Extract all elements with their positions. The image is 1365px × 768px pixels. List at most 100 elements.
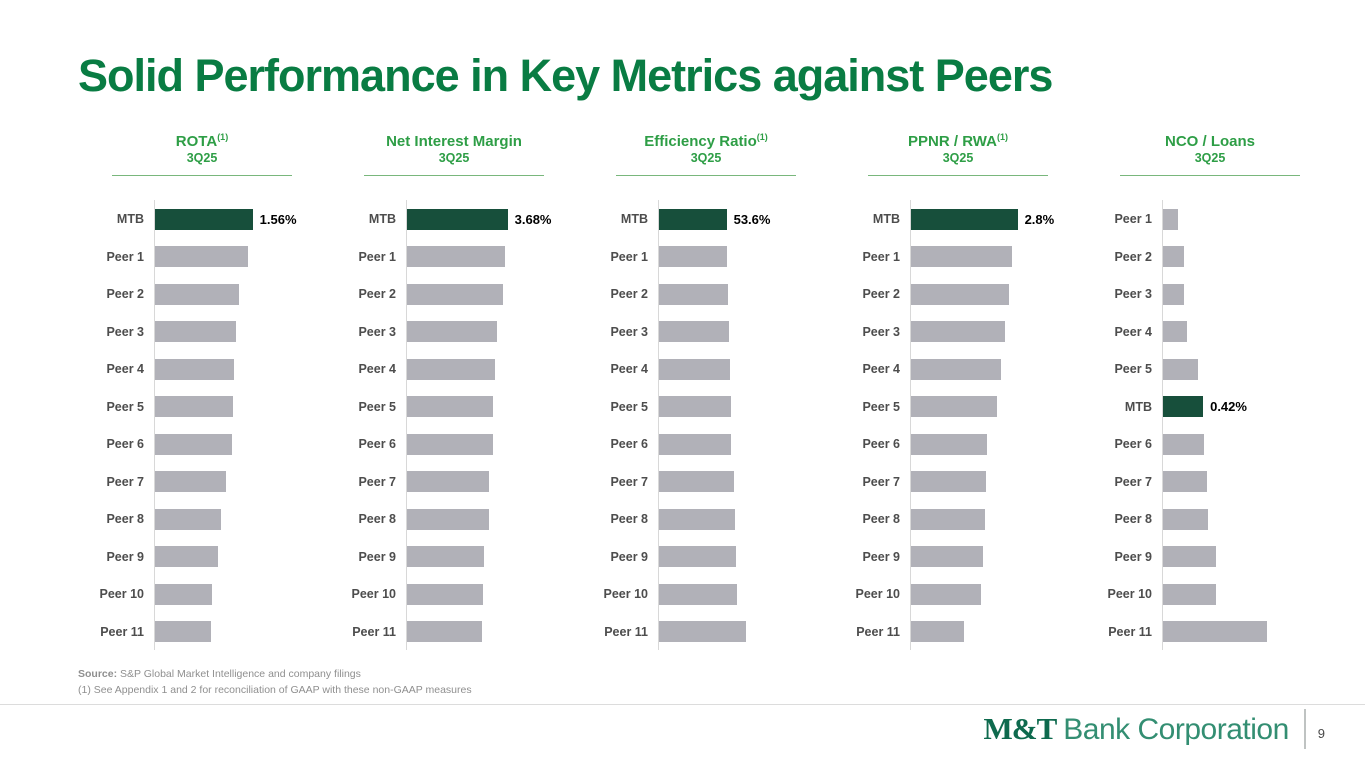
bar-row: Peer 7: [332, 462, 576, 501]
bar-label: Peer 9: [862, 549, 900, 564]
bar-track: [406, 425, 576, 463]
bar-track: [406, 237, 576, 276]
bar-row: Peer 2: [80, 275, 324, 313]
mtb-bar: [155, 208, 253, 230]
bar-track: [910, 275, 1080, 313]
peer-bar: [911, 396, 998, 417]
footnote-source-label: Source:: [78, 668, 118, 680]
bar-track: [658, 612, 828, 651]
peer-bar: [1163, 508, 1208, 530]
bar-label: Peer 2: [610, 287, 648, 301]
bar-track: [1162, 612, 1332, 651]
peer-bar: [1163, 246, 1184, 267]
bar-track: [658, 575, 828, 613]
logo-page-divider: [1303, 709, 1306, 749]
bar-label: Peer 6: [1114, 437, 1152, 451]
bar-label: Peer 5: [862, 399, 900, 414]
chart-column: ROTA(1) 3Q25 MTB 1.56% Peer 1 Peer 2 Peer 3 P…: [80, 132, 324, 651]
bar-track: [1162, 425, 1332, 463]
peer-bar: [911, 321, 1005, 342]
bar-row: Peer 6: [332, 425, 576, 463]
bar-label: MTB: [1124, 399, 1152, 414]
bar-row: Peer 6: [584, 425, 828, 463]
bar-track: [154, 237, 324, 276]
bar-row: Peer 8: [584, 500, 828, 538]
chart-header: NCO / Loans 3Q25: [1088, 132, 1332, 177]
chart-title-note: (1): [217, 132, 229, 142]
bar-label: Peer 6: [862, 437, 900, 451]
peer-bar: [407, 433, 493, 455]
bar-track: [910, 462, 1080, 501]
peer-bar: [659, 433, 731, 455]
peer-bar: [155, 283, 239, 305]
peer-bar: [407, 546, 485, 567]
chart-header: ROTA(1) 3Q25: [80, 132, 324, 177]
chart-title-text: Net Interest Margin: [386, 133, 522, 150]
bar-track: [658, 275, 828, 313]
peer-bar: [659, 396, 731, 417]
peer-bar: [1163, 471, 1207, 492]
peer-bar: [911, 508, 986, 530]
peer-bar: [155, 583, 212, 605]
bar-track: [154, 575, 324, 613]
peer-bar: [1163, 358, 1199, 380]
chart-plot: Peer 1 Peer 2 Peer 3 Peer 4 Peer 5 MTB 0.42% Pe…: [1088, 200, 1332, 651]
peer-bar: [659, 246, 727, 267]
chart-subtitle: 3Q25: [1194, 151, 1226, 166]
bar-label: Peer 10: [99, 587, 144, 601]
bar-row: Peer 10: [836, 575, 1080, 613]
page-number: 9: [1317, 725, 1325, 741]
bar-row: Peer 8: [836, 500, 1080, 538]
bar-label: Peer 9: [610, 549, 648, 564]
bar-track: [1162, 462, 1332, 501]
bar-track: [910, 575, 1080, 613]
bar-row: Peer 5: [332, 387, 576, 426]
bar-row: Peer 4: [1088, 312, 1332, 351]
bar-row: Peer 10: [332, 575, 576, 613]
bar-track: [154, 537, 324, 576]
chart-column: Efficiency Ratio(1) 3Q25 MTB 53.6% Peer 1 P…: [584, 132, 828, 651]
footnote-source-text: S&P Global Market Intelligence and compa…: [120, 668, 361, 680]
peer-bar: [659, 471, 735, 492]
bar-row: Peer 7: [836, 462, 1080, 501]
bar-row: Peer 10: [80, 575, 324, 613]
bar-label: Peer 7: [610, 474, 648, 489]
chart-header-underline: [616, 175, 796, 177]
bar-track: [658, 312, 828, 351]
bar-track: [154, 612, 324, 651]
bar-label: Peer 1: [106, 249, 144, 264]
bar-label: Peer 9: [1114, 549, 1152, 564]
bar-row: Peer 1: [836, 237, 1080, 276]
peer-bar: [911, 358, 1002, 380]
bar-label: Peer 4: [106, 362, 144, 376]
chart-title-text: Efficiency Ratio: [644, 133, 757, 150]
bar-label: Peer 11: [100, 624, 144, 639]
bar-track: [658, 237, 828, 276]
bar-track: [406, 537, 576, 576]
bar-label: Peer 8: [862, 512, 900, 526]
chart-title: Net Interest Margin: [332, 132, 576, 150]
bar-row: Peer 2: [836, 275, 1080, 313]
footnote-source: Source: S&P Global Market Intelligence a…: [78, 667, 472, 683]
bar-label: Peer 5: [1114, 362, 1152, 376]
bar-track: [910, 425, 1080, 463]
bar-track: [406, 387, 576, 426]
bar-track: [1162, 312, 1332, 351]
footnote-gaap-note: (1) See Appendix 1 and 2 for reconciliat…: [78, 683, 472, 696]
bar-row: Peer 5: [80, 387, 324, 426]
bar-track: 2.8%: [910, 200, 1080, 238]
peer-bar: [1163, 583, 1217, 605]
peer-bar: [155, 358, 234, 380]
bar-label: Peer 8: [1114, 512, 1152, 526]
bar-track: [1162, 500, 1332, 538]
bar-track: [910, 500, 1080, 538]
bar-row: Peer 3: [1088, 275, 1332, 313]
bar-row: Peer 1: [1088, 200, 1332, 238]
chart-column: NCO / Loans 3Q25 Peer 1 Peer 2 Peer 3 Peer …: [1088, 132, 1332, 651]
bar-track: [1162, 350, 1332, 388]
bar-label: Peer 3: [862, 324, 900, 339]
peer-bar: [407, 583, 484, 605]
peer-bar: [1163, 433, 1205, 455]
bar-row: Peer 7: [80, 462, 324, 501]
